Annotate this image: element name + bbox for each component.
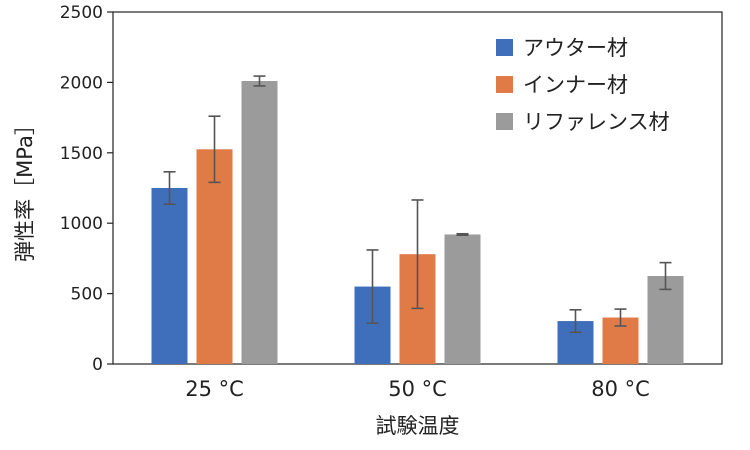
plot-area: 0 500 1000 1500 2000 2500 25 °C 50 °C 80 °C	[60, 3, 723, 401]
error-bar	[366, 249, 379, 324]
x-tick-label: 80 °C	[591, 377, 650, 401]
y-tick-label: 2000	[60, 73, 103, 93]
y-tick-label: 1000	[60, 214, 103, 234]
error-bar	[163, 171, 176, 205]
error-bar	[456, 232, 469, 236]
legend-label: インナー材	[523, 73, 628, 97]
legend-swatch	[496, 113, 513, 130]
legend-item: アウター材	[496, 36, 628, 60]
y-tick-label: 0	[92, 355, 103, 375]
bar	[151, 188, 188, 364]
legend-label: アウター材	[523, 36, 628, 60]
x-axis-title: 試験温度	[376, 414, 460, 438]
x-tick-label: 25 °C	[185, 377, 244, 401]
error-bar	[253, 75, 266, 87]
error-bar	[614, 308, 627, 327]
bars	[151, 75, 684, 364]
x-axis: 25 °C 50 °C 80 °C	[185, 377, 650, 401]
bar	[444, 234, 481, 364]
error-bar	[659, 261, 672, 291]
legend-swatch	[496, 39, 513, 56]
legend-item: リファレンス材	[496, 110, 670, 134]
bar	[647, 276, 684, 364]
y-axis-title: 弾性率［MPa］	[13, 114, 37, 262]
bar	[196, 149, 233, 364]
legend-swatch	[496, 76, 513, 93]
legend-item: インナー材	[496, 73, 628, 97]
error-bar	[208, 115, 221, 184]
y-tick-label: 500	[71, 285, 103, 305]
y-tick-label: 1500	[60, 144, 103, 164]
bar	[241, 80, 278, 364]
error-bar	[569, 308, 582, 334]
x-tick-label: 50 °C	[388, 377, 447, 401]
error-bar	[411, 199, 424, 310]
legend-label: リファレンス材	[523, 110, 670, 134]
y-tick-label: 2500	[60, 3, 103, 23]
y-axis: 0 500 1000 1500 2000 2500	[60, 3, 113, 375]
